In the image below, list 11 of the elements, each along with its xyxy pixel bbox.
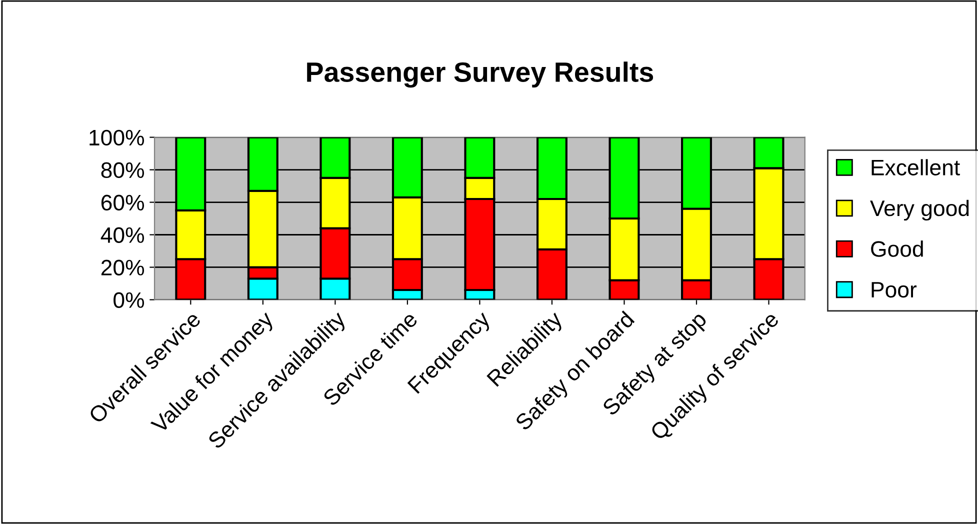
y-tick-label: 40% [100, 227, 144, 244]
y-tick-label: 80% [101, 162, 144, 178]
y-tick-label: 20% [101, 260, 144, 276]
legend-label: Poor [872, 282, 917, 298]
y-tick-label: 60% [101, 194, 144, 211]
y-tick-label: 100% [90, 130, 144, 146]
chart-title: Passenger Survey Results [307, 62, 654, 88]
legend-label: Excellent [872, 159, 960, 176]
legend-label: Good [871, 240, 923, 257]
legend-label: Very good [870, 200, 969, 221]
y-tick-label: 0% [114, 292, 144, 308]
